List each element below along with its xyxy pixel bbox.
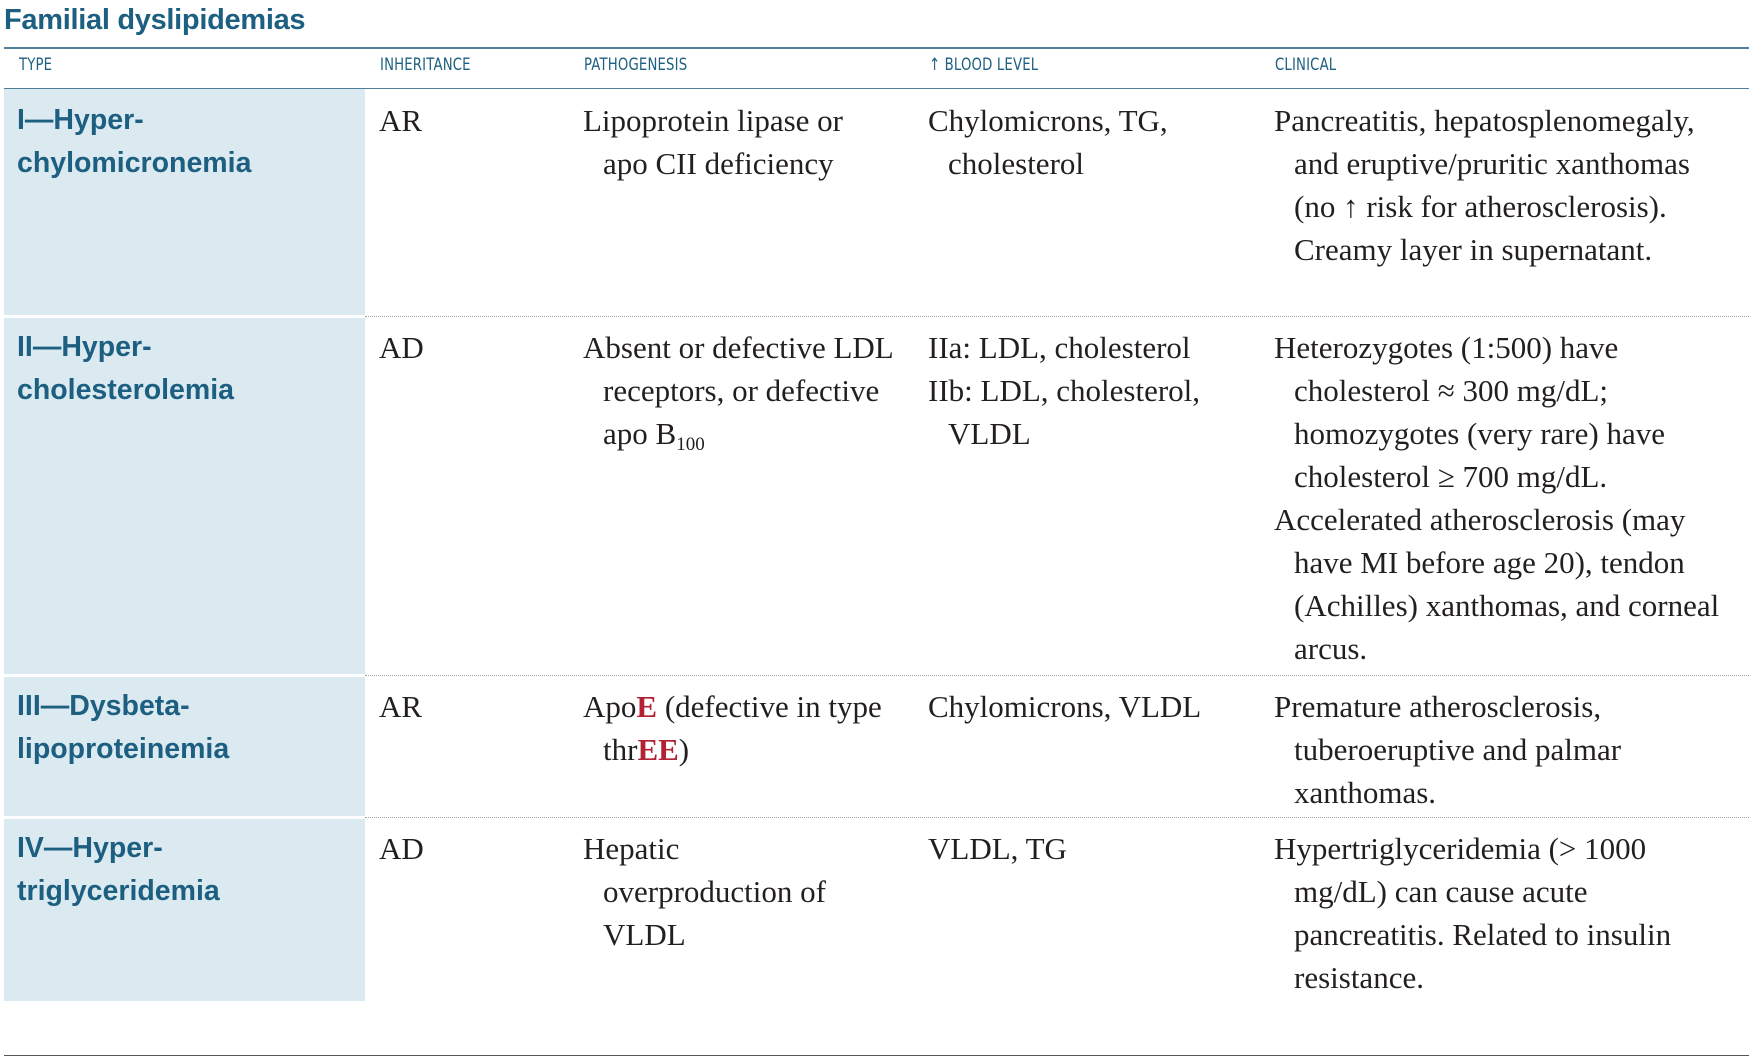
blood-level-cell: Chylomicrons, VLDL <box>928 689 1202 724</box>
header-pathogenesis: PATHOGENESIS <box>584 55 688 75</box>
pathogenesis-cell: Hepatic overproduction of VLDL <box>583 831 826 952</box>
type-label: IV—Hyper- triglyceridemia <box>17 832 220 907</box>
row-divider <box>365 316 1749 317</box>
inheritance-cell: AR <box>379 689 423 724</box>
header-rule <box>4 88 1749 89</box>
header-clinical: CLINICAL <box>1275 55 1337 75</box>
blood-level-cell: IIa: LDL, cholesterol IIb: LDL, choleste… <box>928 330 1201 451</box>
emphasis-letter: E <box>636 689 658 724</box>
type-cell-bg <box>4 819 365 1001</box>
blood-level-cell: VLDL, TG <box>928 831 1067 866</box>
pathogenesis-cell: ApoE (defective in type thrEE) <box>583 689 882 767</box>
bottom-rule <box>4 1055 1749 1056</box>
clinical-cell: Pancreatitis, hepatosplenomegaly, and er… <box>1274 103 1695 267</box>
header-inheritance: INHERITANCE <box>380 55 471 75</box>
inheritance-cell: AR <box>379 103 423 138</box>
title-rule <box>4 47 1749 49</box>
clinical-cell: Heterozygotes (1:500) have cholesterol ≈… <box>1274 330 1720 666</box>
type-cell-bg <box>4 89 365 315</box>
type-cell-bg <box>4 677 365 816</box>
header-type: TYPE <box>19 55 53 75</box>
emphasis-letter: EE <box>637 732 679 767</box>
blood-level-cell: Chylomicrons, TG, cholesterol <box>928 103 1168 181</box>
type-label: III—Dysbeta- lipoproteinemia <box>17 690 230 765</box>
row-divider <box>365 675 1749 676</box>
type-label: I—Hyper- chylomicronemia <box>17 104 252 179</box>
pathogenesis-cell: Absent or defective LDL receptors, or de… <box>583 330 893 455</box>
clinical-cell: Hypertriglyceridemia (> 1000 mg/dL) can … <box>1274 831 1672 995</box>
table-title: Familial dyslipidemias <box>4 4 306 36</box>
inheritance-cell: AD <box>379 831 424 866</box>
subscript: 100 <box>676 434 705 455</box>
clinical-cell: Premature atherosclerosis, tuberoeruptiv… <box>1274 689 1622 810</box>
inheritance-cell: AD <box>379 330 424 365</box>
header-blood-level: ↑ BLOOD LEVEL <box>929 55 1039 75</box>
pathogenesis-cell: Lipoprotein lipase or apo CII deficiency <box>583 103 843 181</box>
type-cell-bg <box>4 318 365 674</box>
row-divider <box>365 817 1749 818</box>
type-label: II—Hyper- cholesterolemia <box>17 331 235 406</box>
